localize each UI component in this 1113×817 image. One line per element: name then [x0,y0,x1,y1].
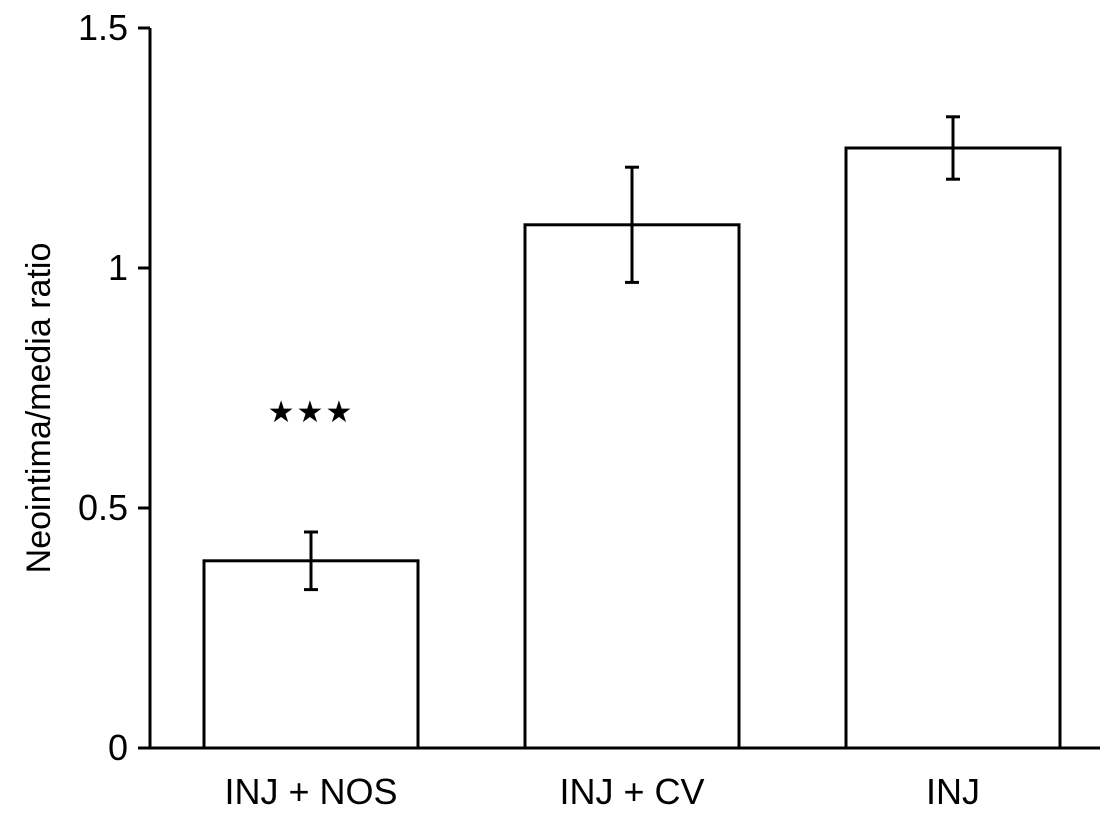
bar [523,223,741,750]
x-category-label: INJ + CV [559,771,704,812]
y-tick-label: 1 [108,247,128,288]
y-tick-label: 0.5 [78,487,128,528]
y-tick-label: 1.5 [78,7,128,48]
x-category-label: INJ + NOS [224,771,397,812]
annotations: ★★★ [268,395,355,430]
error-bar [625,165,639,284]
significance-stars: ★★★ [268,395,355,430]
x-category-label: INJ [926,771,980,812]
error-bar [304,530,318,592]
y-tick-label: 0 [108,727,128,768]
error-bars-layer [304,115,960,592]
bar [844,146,1062,750]
error-bar [946,115,960,181]
bar [202,559,420,750]
y-ticks: 0 0.5 1 1.5 [78,7,150,768]
y-axis-label: Neointima/media ratio [20,243,58,574]
x-category-labels: INJ + NOS INJ + CV INJ [224,771,980,812]
